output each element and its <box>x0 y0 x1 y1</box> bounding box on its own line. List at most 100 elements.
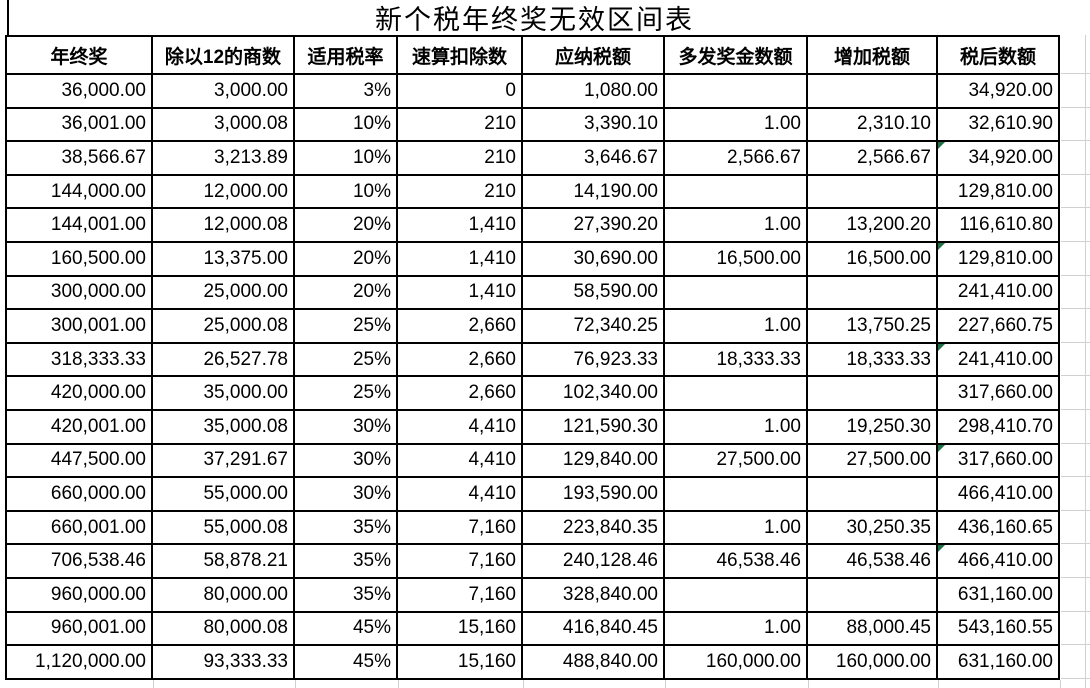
cell-extra-bonus-amount[interactable]: 16,500.00 <box>663 240 808 277</box>
cell-tax-payable[interactable]: 27,390.20 <box>521 207 665 243</box>
cell-quick-deduction[interactable]: 15,160 <box>396 610 523 647</box>
cell-tax-rate[interactable]: 10% <box>293 140 398 176</box>
cell-added-tax[interactable] <box>806 73 938 109</box>
cell-added-tax[interactable] <box>806 173 938 210</box>
cell-annual-bonus[interactable]: 144,001.00 <box>5 207 153 243</box>
cell-annual-bonus[interactable]: 36,001.00 <box>5 106 153 143</box>
cell-extra-bonus-amount[interactable]: 1.00 <box>663 207 808 243</box>
cell-quotient-div-12[interactable]: 58,878.21 <box>151 543 295 579</box>
cell-quick-deduction[interactable]: 2,660 <box>396 308 523 344</box>
cell-tax-payable[interactable]: 121,590.30 <box>521 408 665 445</box>
cell-extra-bonus-amount[interactable]: 2,566.67 <box>663 140 808 176</box>
cell-added-tax[interactable] <box>806 476 938 512</box>
cell-tax-rate[interactable]: 10% <box>293 106 398 143</box>
cell-quick-deduction[interactable]: 2,660 <box>396 341 523 378</box>
cell-after-tax-amount[interactable]: 466,410.00 <box>936 476 1060 512</box>
cell-quick-deduction[interactable]: 15,160 <box>396 644 523 680</box>
cell-extra-bonus-amount[interactable] <box>663 274 808 311</box>
cell-tax-rate[interactable]: 20% <box>293 207 398 243</box>
cell-quick-deduction[interactable]: 1,410 <box>396 207 523 243</box>
cell-extra-bonus-amount[interactable]: 1.00 <box>663 106 808 143</box>
cell-extra-bonus-amount[interactable]: 160,000.00 <box>663 644 808 680</box>
cell-quick-deduction[interactable]: 7,160 <box>396 509 523 546</box>
cell-quick-deduction[interactable]: 2,660 <box>396 375 523 411</box>
cell-tax-payable[interactable]: 328,840.00 <box>521 576 665 613</box>
cell-annual-bonus[interactable]: 660,001.00 <box>5 509 153 546</box>
cell-annual-bonus[interactable]: 660,000.00 <box>5 476 153 512</box>
cell-extra-bonus-amount[interactable] <box>663 576 808 613</box>
column-header-tax-payable[interactable]: 应纳税额 <box>521 35 665 75</box>
cell-annual-bonus[interactable]: 160,500.00 <box>5 240 153 277</box>
cell-added-tax[interactable]: 2,566.67 <box>806 140 938 176</box>
cell-quotient-div-12[interactable]: 26,527.78 <box>151 341 295 378</box>
cell-annual-bonus[interactable]: 300,000.00 <box>5 274 153 311</box>
cell-added-tax[interactable]: 46,538.46 <box>806 543 938 579</box>
cell-tax-rate[interactable]: 25% <box>293 308 398 344</box>
cell-tax-payable[interactable]: 58,590.00 <box>521 274 665 311</box>
cell-quick-deduction[interactable]: 4,410 <box>396 442 523 479</box>
cell-tax-payable[interactable]: 3,646.67 <box>521 140 665 176</box>
cell-tax-payable[interactable]: 488,840.00 <box>521 644 665 680</box>
cell-quotient-div-12[interactable]: 35,000.08 <box>151 408 295 445</box>
cell-tax-payable[interactable]: 3,390.10 <box>521 106 665 143</box>
cell-added-tax[interactable]: 27,500.00 <box>806 442 938 479</box>
cell-added-tax[interactable]: 18,333.33 <box>806 341 938 378</box>
cell-after-tax-amount[interactable]: 129,810.00 <box>936 173 1060 210</box>
cell-quick-deduction[interactable]: 210 <box>396 140 523 176</box>
cell-tax-rate[interactable]: 30% <box>293 442 398 479</box>
cell-after-tax-amount[interactable]: 631,160.00 <box>936 576 1060 613</box>
cell-after-tax-amount[interactable]: 317,660.00 <box>936 375 1060 411</box>
cell-quotient-div-12[interactable]: 12,000.00 <box>151 173 295 210</box>
cell-tax-payable[interactable]: 416,840.45 <box>521 610 665 647</box>
cell-tax-payable[interactable]: 30,690.00 <box>521 240 665 277</box>
cell-tax-payable[interactable]: 1,080.00 <box>521 73 665 109</box>
cell-tax-rate[interactable]: 45% <box>293 644 398 680</box>
cell-after-tax-amount[interactable]: 631,160.00 <box>936 644 1060 680</box>
cell-after-tax-amount[interactable]: 317,660.00 <box>936 442 1060 479</box>
cell-quick-deduction[interactable]: 1,410 <box>396 274 523 311</box>
cell-annual-bonus[interactable]: 447,500.00 <box>5 442 153 479</box>
cell-extra-bonus-amount[interactable]: 46,538.46 <box>663 543 808 579</box>
cell-added-tax[interactable]: 88,000.45 <box>806 610 938 647</box>
cell-after-tax-amount[interactable]: 116,610.80 <box>936 207 1060 243</box>
cell-tax-payable[interactable]: 193,590.00 <box>521 476 665 512</box>
cell-tax-rate[interactable]: 35% <box>293 543 398 579</box>
cell-added-tax[interactable]: 30,250.35 <box>806 509 938 546</box>
cell-quotient-div-12[interactable]: 3,000.08 <box>151 106 295 143</box>
cell-tax-payable[interactable]: 102,340.00 <box>521 375 665 411</box>
cell-annual-bonus[interactable]: 960,001.00 <box>5 610 153 647</box>
cell-extra-bonus-amount[interactable]: 18,333.33 <box>663 341 808 378</box>
cell-after-tax-amount[interactable]: 241,410.00 <box>936 274 1060 311</box>
cell-quotient-div-12[interactable]: 80,000.08 <box>151 610 295 647</box>
cell-annual-bonus[interactable]: 318,333.33 <box>5 341 153 378</box>
cell-after-tax-amount[interactable]: 241,410.00 <box>936 341 1060 378</box>
cell-annual-bonus[interactable]: 960,000.00 <box>5 576 153 613</box>
column-header-quotient-div-12[interactable]: 除以12的商数 <box>151 35 295 75</box>
cell-after-tax-amount[interactable]: 129,810.00 <box>936 240 1060 277</box>
cell-tax-rate[interactable]: 35% <box>293 576 398 613</box>
column-header-after-tax-amount[interactable]: 税后数额 <box>936 35 1060 75</box>
cell-after-tax-amount[interactable]: 436,160.65 <box>936 509 1060 546</box>
cell-quotient-div-12[interactable]: 93,333.33 <box>151 644 295 680</box>
cell-annual-bonus[interactable]: 38,566.67 <box>5 140 153 176</box>
cell-tax-rate[interactable]: 30% <box>293 408 398 445</box>
cell-annual-bonus[interactable]: 300,001.00 <box>5 308 153 344</box>
cell-annual-bonus[interactable]: 420,001.00 <box>5 408 153 445</box>
cell-after-tax-amount[interactable]: 543,160.55 <box>936 610 1060 647</box>
cell-after-tax-amount[interactable]: 34,920.00 <box>936 73 1060 109</box>
cell-extra-bonus-amount[interactable] <box>663 476 808 512</box>
column-header-added-tax[interactable]: 增加税额 <box>806 35 938 75</box>
cell-quotient-div-12[interactable]: 35,000.00 <box>151 375 295 411</box>
cell-tax-rate[interactable]: 35% <box>293 509 398 546</box>
cell-tax-payable[interactable]: 240,128.46 <box>521 543 665 579</box>
cell-added-tax[interactable] <box>806 274 938 311</box>
cell-extra-bonus-amount[interactable] <box>663 173 808 210</box>
cell-annual-bonus[interactable]: 144,000.00 <box>5 173 153 210</box>
cell-quick-deduction[interactable]: 1,410 <box>396 240 523 277</box>
cell-after-tax-amount[interactable]: 34,920.00 <box>936 140 1060 176</box>
cell-quotient-div-12[interactable]: 37,291.67 <box>151 442 295 479</box>
cell-quotient-div-12[interactable]: 3,000.00 <box>151 73 295 109</box>
cell-tax-payable[interactable]: 223,840.35 <box>521 509 665 546</box>
cell-tax-payable[interactable]: 72,340.25 <box>521 308 665 344</box>
cell-tax-rate[interactable]: 20% <box>293 240 398 277</box>
